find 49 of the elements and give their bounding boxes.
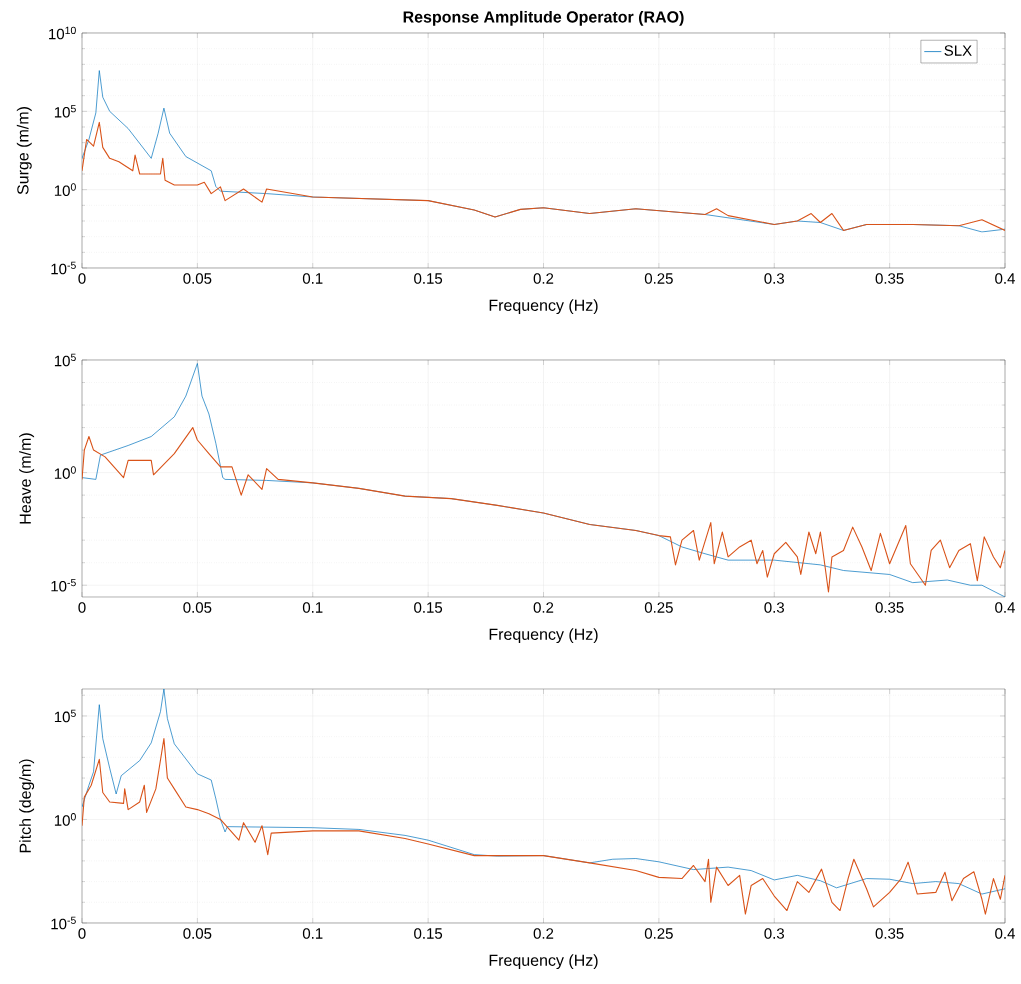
x-tick-label: 0.35 [875, 602, 904, 613]
x-tick-label: 0 [78, 928, 86, 939]
x-tick-label: 0.35 [875, 273, 904, 284]
legend-label: SLX [944, 45, 972, 56]
line-series [82, 427, 1005, 593]
x-tick-label: 0.05 [183, 928, 212, 939]
line-series [82, 121, 1005, 231]
x-tick-label: 0.2 [533, 273, 554, 284]
x-tick-label: 0.4 [995, 273, 1015, 284]
x-axis-title: Frequency (Hz) [489, 954, 598, 970]
x-tick-label: 0.4 [995, 928, 1015, 939]
line-series [82, 738, 1005, 915]
x-tick-label: 0.1 [302, 273, 323, 284]
y-tick-label: 10$^{0}$ [54, 466, 76, 479]
x-tick-label: 0.15 [414, 273, 443, 284]
y-axis-title: Pitch (deg/m) [19, 759, 35, 853]
y-tick-label: 10$^{-5}$ [51, 261, 76, 275]
x-tick-label: 0.25 [644, 928, 673, 939]
x-tick-label: 0.3 [764, 273, 785, 284]
x-tick-label: 0.3 [764, 602, 785, 613]
y-tick-label: 10$^{0}$ [54, 183, 76, 197]
x-tick-label: 0 [78, 273, 86, 284]
x-tick-label: 0.15 [414, 602, 443, 613]
x-axis-title: Frequency (Hz) [489, 299, 598, 315]
y-tick-label: 10$^{5}$ [54, 353, 76, 367]
x-tick-label: 0.2 [533, 928, 554, 939]
y-tick-label: 10$^{5}$ [54, 709, 76, 723]
x-tick-label: 0.25 [644, 273, 673, 284]
x-tick-label: 0.35 [875, 928, 904, 939]
x-tick-label: 0 [78, 602, 86, 613]
x-tick-label: 0.05 [183, 273, 212, 284]
y-tick-label: 10$^{-5}$ [51, 578, 76, 592]
x-tick-label: 0.3 [764, 928, 785, 939]
chart-title: Response Amplitude Operator (RAO) [403, 10, 684, 26]
y-tick-label: 10$^{5}$ [54, 105, 76, 118]
y-axis-title: Surge (m/m) [16, 107, 32, 195]
y-axis-title: Heave (m/m) [19, 433, 35, 524]
x-tick-label: 0.1 [302, 928, 323, 939]
x-tick-label: 0.4 [995, 602, 1015, 613]
x-tick-label: 0.15 [414, 928, 443, 939]
line-series [82, 689, 1005, 895]
y-tick-label: 10$^{10}$ [49, 26, 76, 40]
y-tick-label: 10$^{0}$ [54, 813, 76, 826]
x-tick-label: 0.1 [302, 602, 323, 613]
y-tick-label: 10$^{-5}$ [51, 916, 76, 930]
x-tick-label: 0.25 [644, 602, 673, 613]
x-tick-label: 0.2 [533, 602, 554, 613]
x-axis-title: Frequency (Hz) [489, 628, 598, 644]
x-tick-label: 0.05 [183, 602, 212, 613]
